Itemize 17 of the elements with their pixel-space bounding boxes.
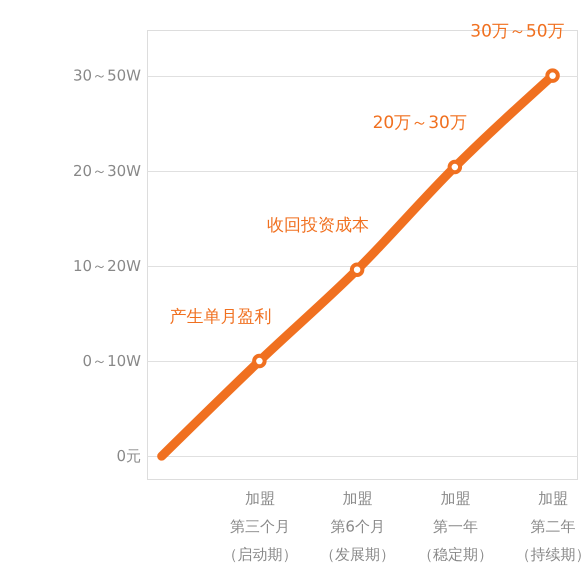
point: [350, 262, 364, 277]
annotation: 收回投资成本: [267, 216, 370, 236]
point: [545, 68, 560, 83]
annotation: 30万～50万: [470, 22, 565, 42]
point: [252, 354, 267, 368]
x-tick-label: 加盟第二年（持续期）: [516, 490, 588, 564]
point: [448, 160, 462, 174]
annotation: 产生单月盈利: [169, 307, 272, 328]
text: 0元: [116, 447, 141, 466]
text: 0～10W: [82, 352, 142, 370]
x-tick-label: 加盟第三个月（启动期）: [222, 490, 298, 564]
text: 10～20W: [72, 256, 142, 275]
annotation: 20万～30万: [372, 112, 467, 133]
text: 20～30W: [72, 162, 142, 180]
x-tick-label: 加盟第6个月（发展期）: [320, 490, 396, 564]
text: 30～50W: [72, 66, 142, 85]
x-tick-label: 加盟第一年（稳定期）: [418, 490, 493, 564]
